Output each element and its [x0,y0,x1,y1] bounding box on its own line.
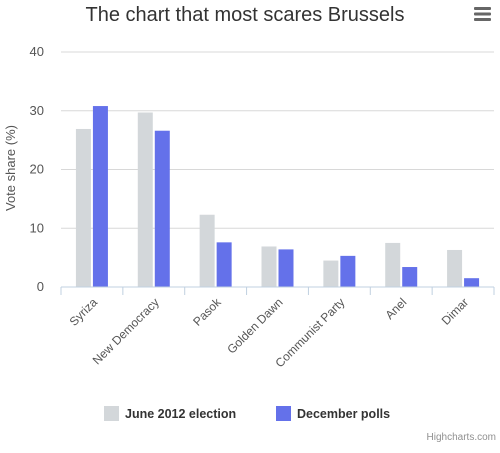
bar-new-democracy-series-1[interactable] [137,112,153,287]
chart-title: The chart that most scares Brussels [85,4,404,26]
legend-label-2: December polls [297,407,390,421]
bar-new-democracy-series-2[interactable] [154,130,170,287]
legend-swatch-2 [276,406,291,421]
y-tick-label-20: 20 [30,162,44,177]
x-tick-label-syriza: Syriza [67,295,101,329]
chart-menu-button[interactable] [472,4,494,24]
x-tick-label-dimar: Dimar [439,295,472,328]
bar-anel-series-1[interactable] [385,242,401,287]
bar-dimar-series-1[interactable] [447,249,463,287]
y-axis-title: Vote share (%) [3,125,18,211]
y-tick-label-0: 0 [37,279,44,294]
legend-item-2[interactable]: December polls [276,406,390,421]
x-tick-label-anel: Anel [382,295,409,322]
bar-syriza-series-1[interactable] [75,128,91,287]
bar-pasok-series-2[interactable] [216,242,232,287]
bar-communist-party-series-2[interactable] [340,255,356,287]
legend-swatch-1 [104,406,119,421]
legend-label-1: June 2012 election [125,407,236,421]
bar-dimar-series-2[interactable] [464,278,480,287]
bar-golden-dawn-series-1[interactable] [261,246,277,287]
grid-lines [61,51,494,229]
hamburger-menu-icon [474,7,491,21]
y-tick-label-10: 10 [30,220,44,235]
bar-pasok-series-1[interactable] [199,214,215,287]
bar-anel-series-2[interactable] [402,267,418,287]
y-tick-label-30: 30 [30,103,44,118]
x-tick-label-golden-dawn: Golden Dawn [224,295,285,356]
y-tick-label-40: 40 [30,44,44,59]
credits-link[interactable]: Highcharts.com [427,432,496,443]
bar-golden-dawn-series-2[interactable] [278,249,294,287]
legend-item-1[interactable]: June 2012 election [104,406,236,421]
bar-communist-party-series-1[interactable] [323,260,339,287]
bars [75,106,480,287]
legend: June 2012 election December polls [104,406,390,421]
x-tick-label-new-democracy: New Democracy [90,295,162,367]
bar-syriza-series-2[interactable] [92,106,108,287]
y-axis: 0 10 20 30 40 [30,44,44,294]
x-tick-label-pasok: Pasok [190,295,224,329]
